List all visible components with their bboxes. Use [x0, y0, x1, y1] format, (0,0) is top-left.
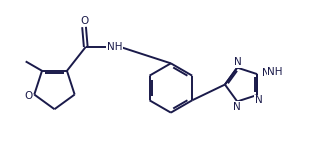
Text: N: N	[255, 95, 263, 105]
Text: N: N	[233, 102, 241, 112]
Text: N: N	[262, 68, 270, 78]
Text: NH: NH	[107, 42, 122, 52]
Text: O: O	[80, 16, 88, 26]
Text: O: O	[24, 91, 32, 101]
Text: NH: NH	[267, 67, 283, 77]
Text: N: N	[234, 57, 242, 67]
